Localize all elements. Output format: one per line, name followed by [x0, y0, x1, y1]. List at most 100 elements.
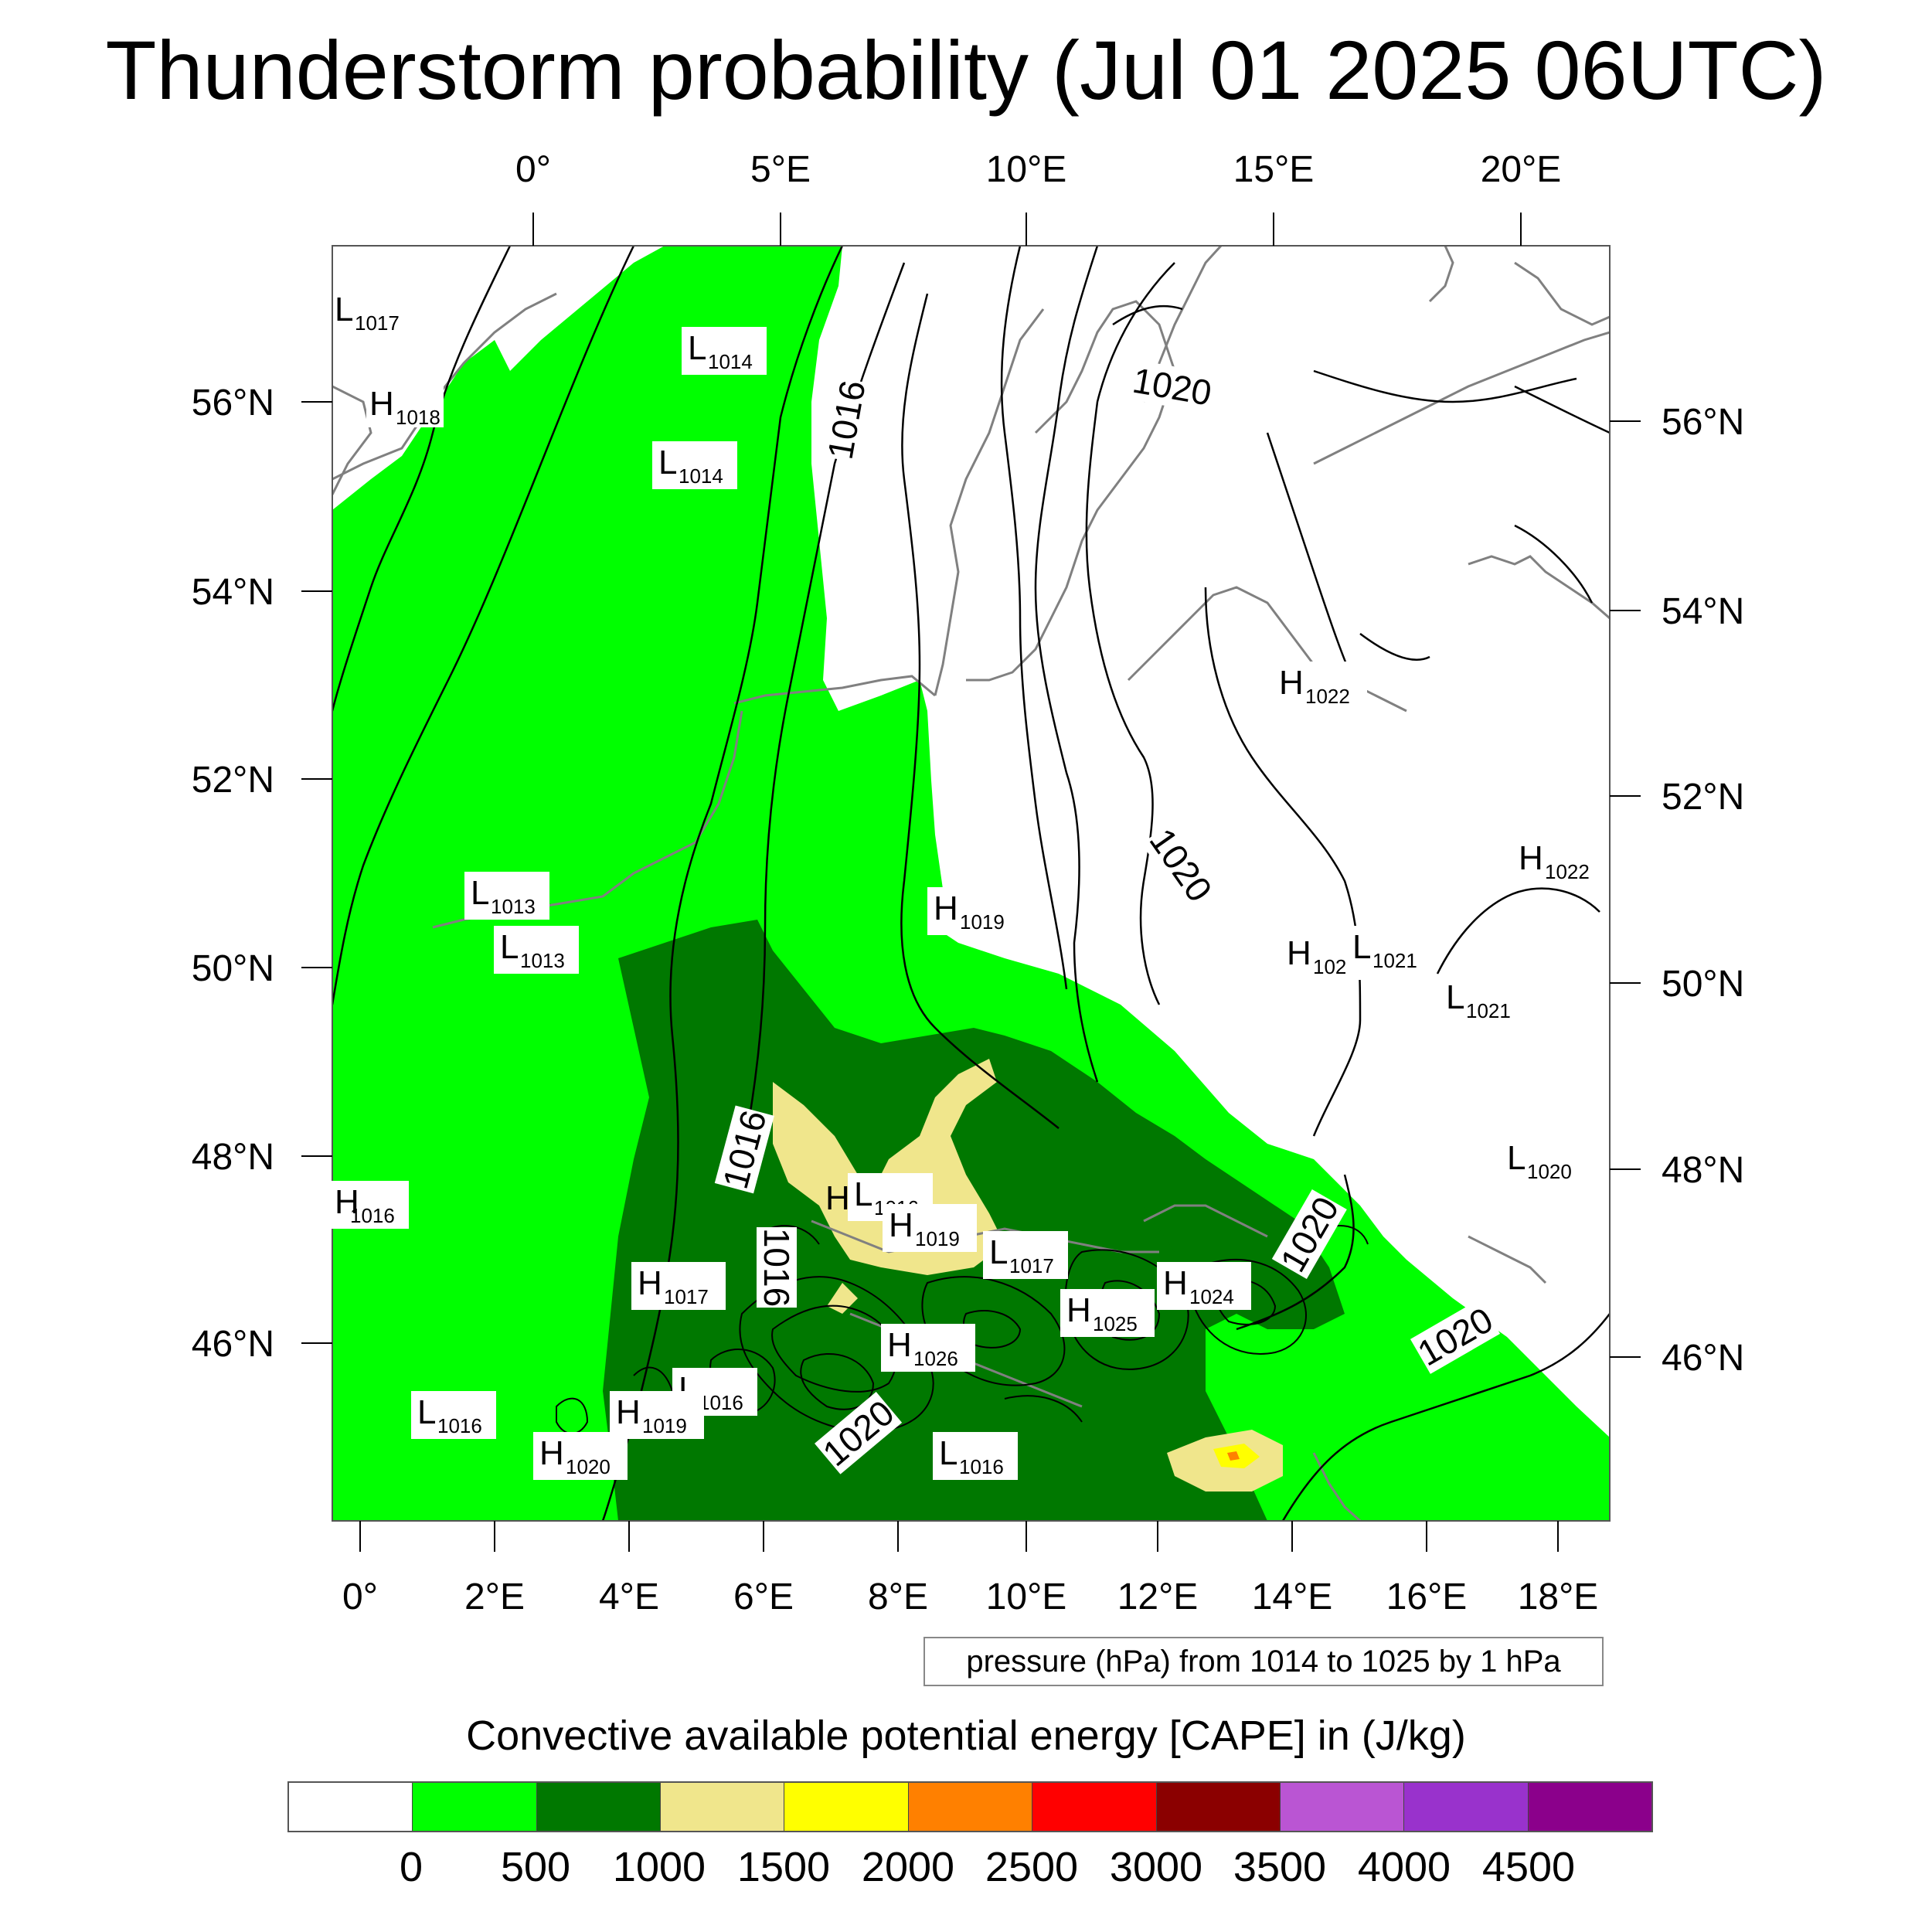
colorbar-label: 3000	[1109, 1844, 1203, 1890]
svg-text:1019: 1019	[915, 1227, 960, 1250]
svg-text:1017: 1017	[664, 1285, 709, 1308]
colorbar-labels: 0 500 1000 1500 2000 2500 3000 3500 4000…	[0, 1843, 1932, 1897]
svg-text:1016: 1016	[437, 1414, 482, 1437]
svg-text:H: H	[825, 1179, 850, 1217]
left-lat-label: 50°N	[192, 948, 274, 989]
bottom-lon-label: 6°E	[733, 1577, 794, 1617]
bottom-ticks	[359, 1521, 1559, 1552]
pressure-center: L 1013	[494, 926, 579, 974]
svg-text:1016: 1016	[757, 1228, 797, 1307]
pressure-center: L 1021	[1440, 976, 1525, 1024]
right-lat-labels: 56°N 54°N 52°N 50°N 48°N 46°N	[1662, 402, 1744, 1379]
top-lon-label: 0°	[515, 149, 551, 190]
pressure-center: H 1018	[366, 383, 444, 429]
pressure-center: H 1016	[332, 1181, 409, 1229]
svg-text:1024: 1024	[1189, 1285, 1234, 1308]
svg-text:L: L	[1507, 1139, 1526, 1177]
left-lat-labels: 56°N 54°N 52°N 50°N 48°N 46°N	[192, 383, 274, 1365]
colorbar-label: 0	[399, 1844, 423, 1890]
svg-text:1016: 1016	[959, 1455, 1004, 1478]
svg-text:L: L	[471, 874, 489, 912]
colorbar-label: 2000	[861, 1844, 955, 1890]
svg-text:L: L	[417, 1393, 436, 1431]
colorbar-label: 500	[500, 1844, 571, 1890]
colorbar-box	[1527, 1783, 1651, 1831]
svg-text:H: H	[369, 385, 394, 423]
svg-text:1013: 1013	[491, 895, 536, 918]
bottom-lon-label: 0°	[342, 1577, 378, 1617]
svg-text:1013: 1013	[520, 949, 565, 972]
colorbar-label: 1000	[612, 1844, 706, 1890]
pressure-centers: L 1017 H 1018 L 1014 L 1014 L 1013 L 101…	[332, 288, 1607, 1480]
svg-text:1020: 1020	[566, 1455, 611, 1478]
svg-text:L: L	[658, 444, 677, 481]
pressure-center: H	[825, 1179, 850, 1217]
svg-text:102: 102	[1313, 955, 1346, 978]
svg-text:1019: 1019	[642, 1414, 687, 1437]
svg-text:H: H	[1066, 1291, 1091, 1329]
isobar-label: 1020	[1129, 359, 1216, 413]
top-ticks	[532, 213, 1522, 246]
top-lon-labels: 0° 5°E 10°E 15°E 20°E	[515, 149, 1561, 190]
svg-text:1017: 1017	[1009, 1254, 1054, 1277]
right-lat-label: 54°N	[1662, 591, 1744, 632]
pressure-center: H 1025	[1060, 1289, 1155, 1337]
svg-text:1014: 1014	[708, 350, 753, 373]
left-lat-label: 56°N	[192, 383, 274, 423]
isobar-label: 1016	[757, 1227, 797, 1308]
pressure-center: H 1026	[881, 1324, 975, 1372]
svg-text:H: H	[889, 1206, 913, 1244]
pressure-center: H 1024	[1157, 1262, 1251, 1310]
svg-text:H: H	[1279, 664, 1304, 702]
bottom-lon-label: 12°E	[1117, 1577, 1199, 1617]
top-lon-label: 10°E	[986, 149, 1067, 190]
colorbar-box	[784, 1783, 908, 1831]
bottom-lon-label: 8°E	[868, 1577, 928, 1617]
bottom-lon-labels: 0° 2°E 4°E 6°E 8°E 10°E 12°E 14°E 16°E 1…	[342, 1577, 1598, 1617]
pressure-center: H 1020	[533, 1432, 628, 1480]
svg-text:H: H	[616, 1393, 641, 1431]
svg-text:L: L	[335, 291, 353, 328]
svg-text:1020: 1020	[1527, 1160, 1572, 1183]
top-lon-label: 15°E	[1233, 149, 1315, 190]
pressure-note: pressure (hPa) from 1014 to 1025 by 1 hP…	[923, 1637, 1604, 1686]
pressure-center: H 1022	[1512, 837, 1607, 885]
pressure-center: H 1019	[610, 1391, 704, 1439]
pressure-center: L 1016	[411, 1391, 496, 1439]
pressure-center: L 1020	[1501, 1137, 1586, 1185]
colorbar-box	[1403, 1783, 1528, 1831]
svg-text:1017: 1017	[355, 311, 400, 335]
left-lat-label: 54°N	[192, 572, 274, 613]
colorbar-label: 4500	[1481, 1844, 1576, 1890]
pressure-center: L 1014	[682, 327, 767, 375]
colorbar-box	[412, 1783, 536, 1831]
svg-text:1014: 1014	[679, 464, 723, 488]
colorbar-box	[536, 1783, 661, 1831]
chart-title: Thunderstorm probability (Jul 01 2025 06…	[105, 23, 1827, 117]
colorbar-box	[1155, 1783, 1280, 1831]
svg-text:H: H	[934, 889, 958, 927]
svg-text:L: L	[989, 1233, 1008, 1271]
bottom-lon-label: 18°E	[1518, 1577, 1599, 1617]
svg-text:L: L	[854, 1175, 872, 1213]
colorbar-box	[289, 1783, 413, 1831]
colorbar-label: 4000	[1357, 1844, 1451, 1890]
left-lat-label: 48°N	[192, 1137, 274, 1178]
svg-text:H: H	[1163, 1264, 1188, 1302]
svg-text:H: H	[539, 1434, 564, 1472]
svg-text:1026: 1026	[913, 1347, 958, 1370]
svg-text:1021: 1021	[1466, 999, 1511, 1022]
pressure-center: L 1021	[1346, 926, 1431, 974]
svg-text:1019: 1019	[960, 910, 1005, 934]
svg-text:1016: 1016	[350, 1204, 395, 1227]
svg-text:1022: 1022	[1545, 860, 1590, 883]
right-lat-label: 50°N	[1662, 964, 1744, 1005]
colorbar-label: 1500	[736, 1844, 831, 1890]
top-lon-label: 5°E	[750, 149, 811, 190]
colorbar	[287, 1781, 1653, 1832]
bottom-lon-label: 2°E	[464, 1577, 525, 1617]
svg-text:H: H	[638, 1264, 662, 1302]
svg-text:L: L	[688, 329, 706, 367]
pressure-center: L 1013	[464, 872, 549, 920]
colorbar-box	[1279, 1783, 1404, 1831]
